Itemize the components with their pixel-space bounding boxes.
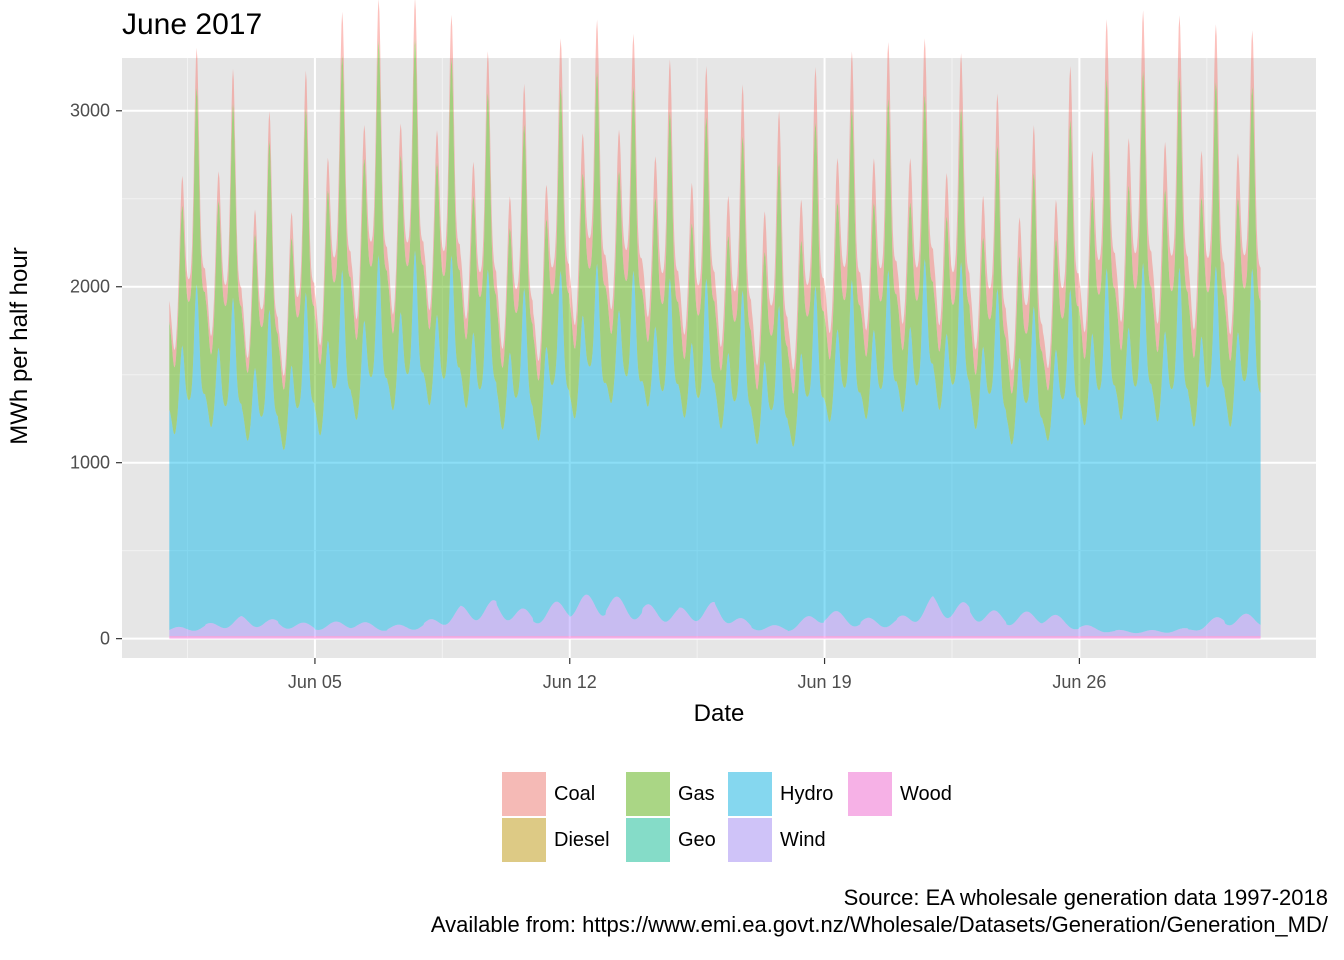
legend: Coal Diesel Gas Geo Hydro Wind Wood — [502, 772, 982, 864]
legend-item-hydro: Hydro — [728, 772, 833, 816]
legend-item-wood: Wood — [848, 772, 952, 816]
legend-label-hydro: Hydro — [780, 782, 834, 805]
legend-key — [626, 818, 670, 862]
area-coal — [169, 0, 1261, 394]
y-tick-label-2: 2000 — [69, 276, 110, 297]
legend-swatch-gas — [626, 772, 670, 816]
legend-label-wood: Wood — [900, 782, 952, 805]
legend-label-gas: Gas — [678, 782, 715, 805]
y-axis-title: MWh per half hour — [6, 247, 33, 445]
x-tick-label-1: Jun 12 — [542, 672, 597, 692]
area-hydro — [169, 250, 1261, 634]
x-tick-label-2: Jun 19 — [797, 672, 852, 692]
x-tick-label-0: Jun 05 — [287, 672, 342, 692]
legend-swatch-wood — [848, 772, 892, 816]
legend-swatch-diesel — [502, 818, 546, 862]
area-wind — [169, 594, 1261, 636]
caption-url: Available from: https://www.emi.ea.govt.… — [430, 912, 1328, 937]
chart-title: June 2017 — [122, 8, 263, 41]
legend-item-gas: Gas — [626, 772, 715, 816]
legend-key — [626, 772, 670, 816]
legend-swatch-geo — [626, 818, 670, 862]
legend-key — [728, 818, 772, 862]
legend-item-wind: Wind — [728, 818, 826, 862]
legend-item-geo: Geo — [626, 818, 716, 862]
legend-item-diesel: Diesel — [502, 818, 610, 862]
legend-swatch-hydro — [728, 772, 772, 816]
legend-label-geo: Geo — [678, 828, 716, 851]
caption: Source: EA wholesale generation data 199… — [431, 884, 1328, 938]
legend-key — [502, 818, 546, 862]
area-gas — [169, 37, 1261, 451]
legend-key — [502, 772, 546, 816]
y-tick-label-1: 1000 — [69, 452, 110, 473]
legend-label-coal: Coal — [554, 782, 596, 805]
panel-background — [122, 58, 1316, 658]
y-tick-label-3: 3000 — [69, 100, 110, 121]
legend-label-wind: Wind — [780, 828, 826, 851]
caption-source: Source: EA wholesale generation data 199… — [843, 885, 1328, 910]
legend-key — [728, 772, 772, 816]
y-tick-label-0: 0 — [99, 628, 110, 649]
legend-swatch-wind — [728, 818, 772, 862]
legend-item-coal: Coal — [502, 772, 595, 816]
legend-key — [848, 772, 892, 816]
axis-tick-marks — [116, 110, 1080, 664]
legend-label-diesel: Diesel — [554, 828, 610, 851]
stacked-areas — [169, 0, 1261, 639]
legend-swatch-coal — [502, 772, 546, 816]
x-axis-title: Date — [693, 700, 745, 727]
grid-lines — [122, 58, 1316, 658]
area-wood — [169, 636, 1261, 639]
x-tick-label-3: Jun 26 — [1052, 672, 1107, 692]
